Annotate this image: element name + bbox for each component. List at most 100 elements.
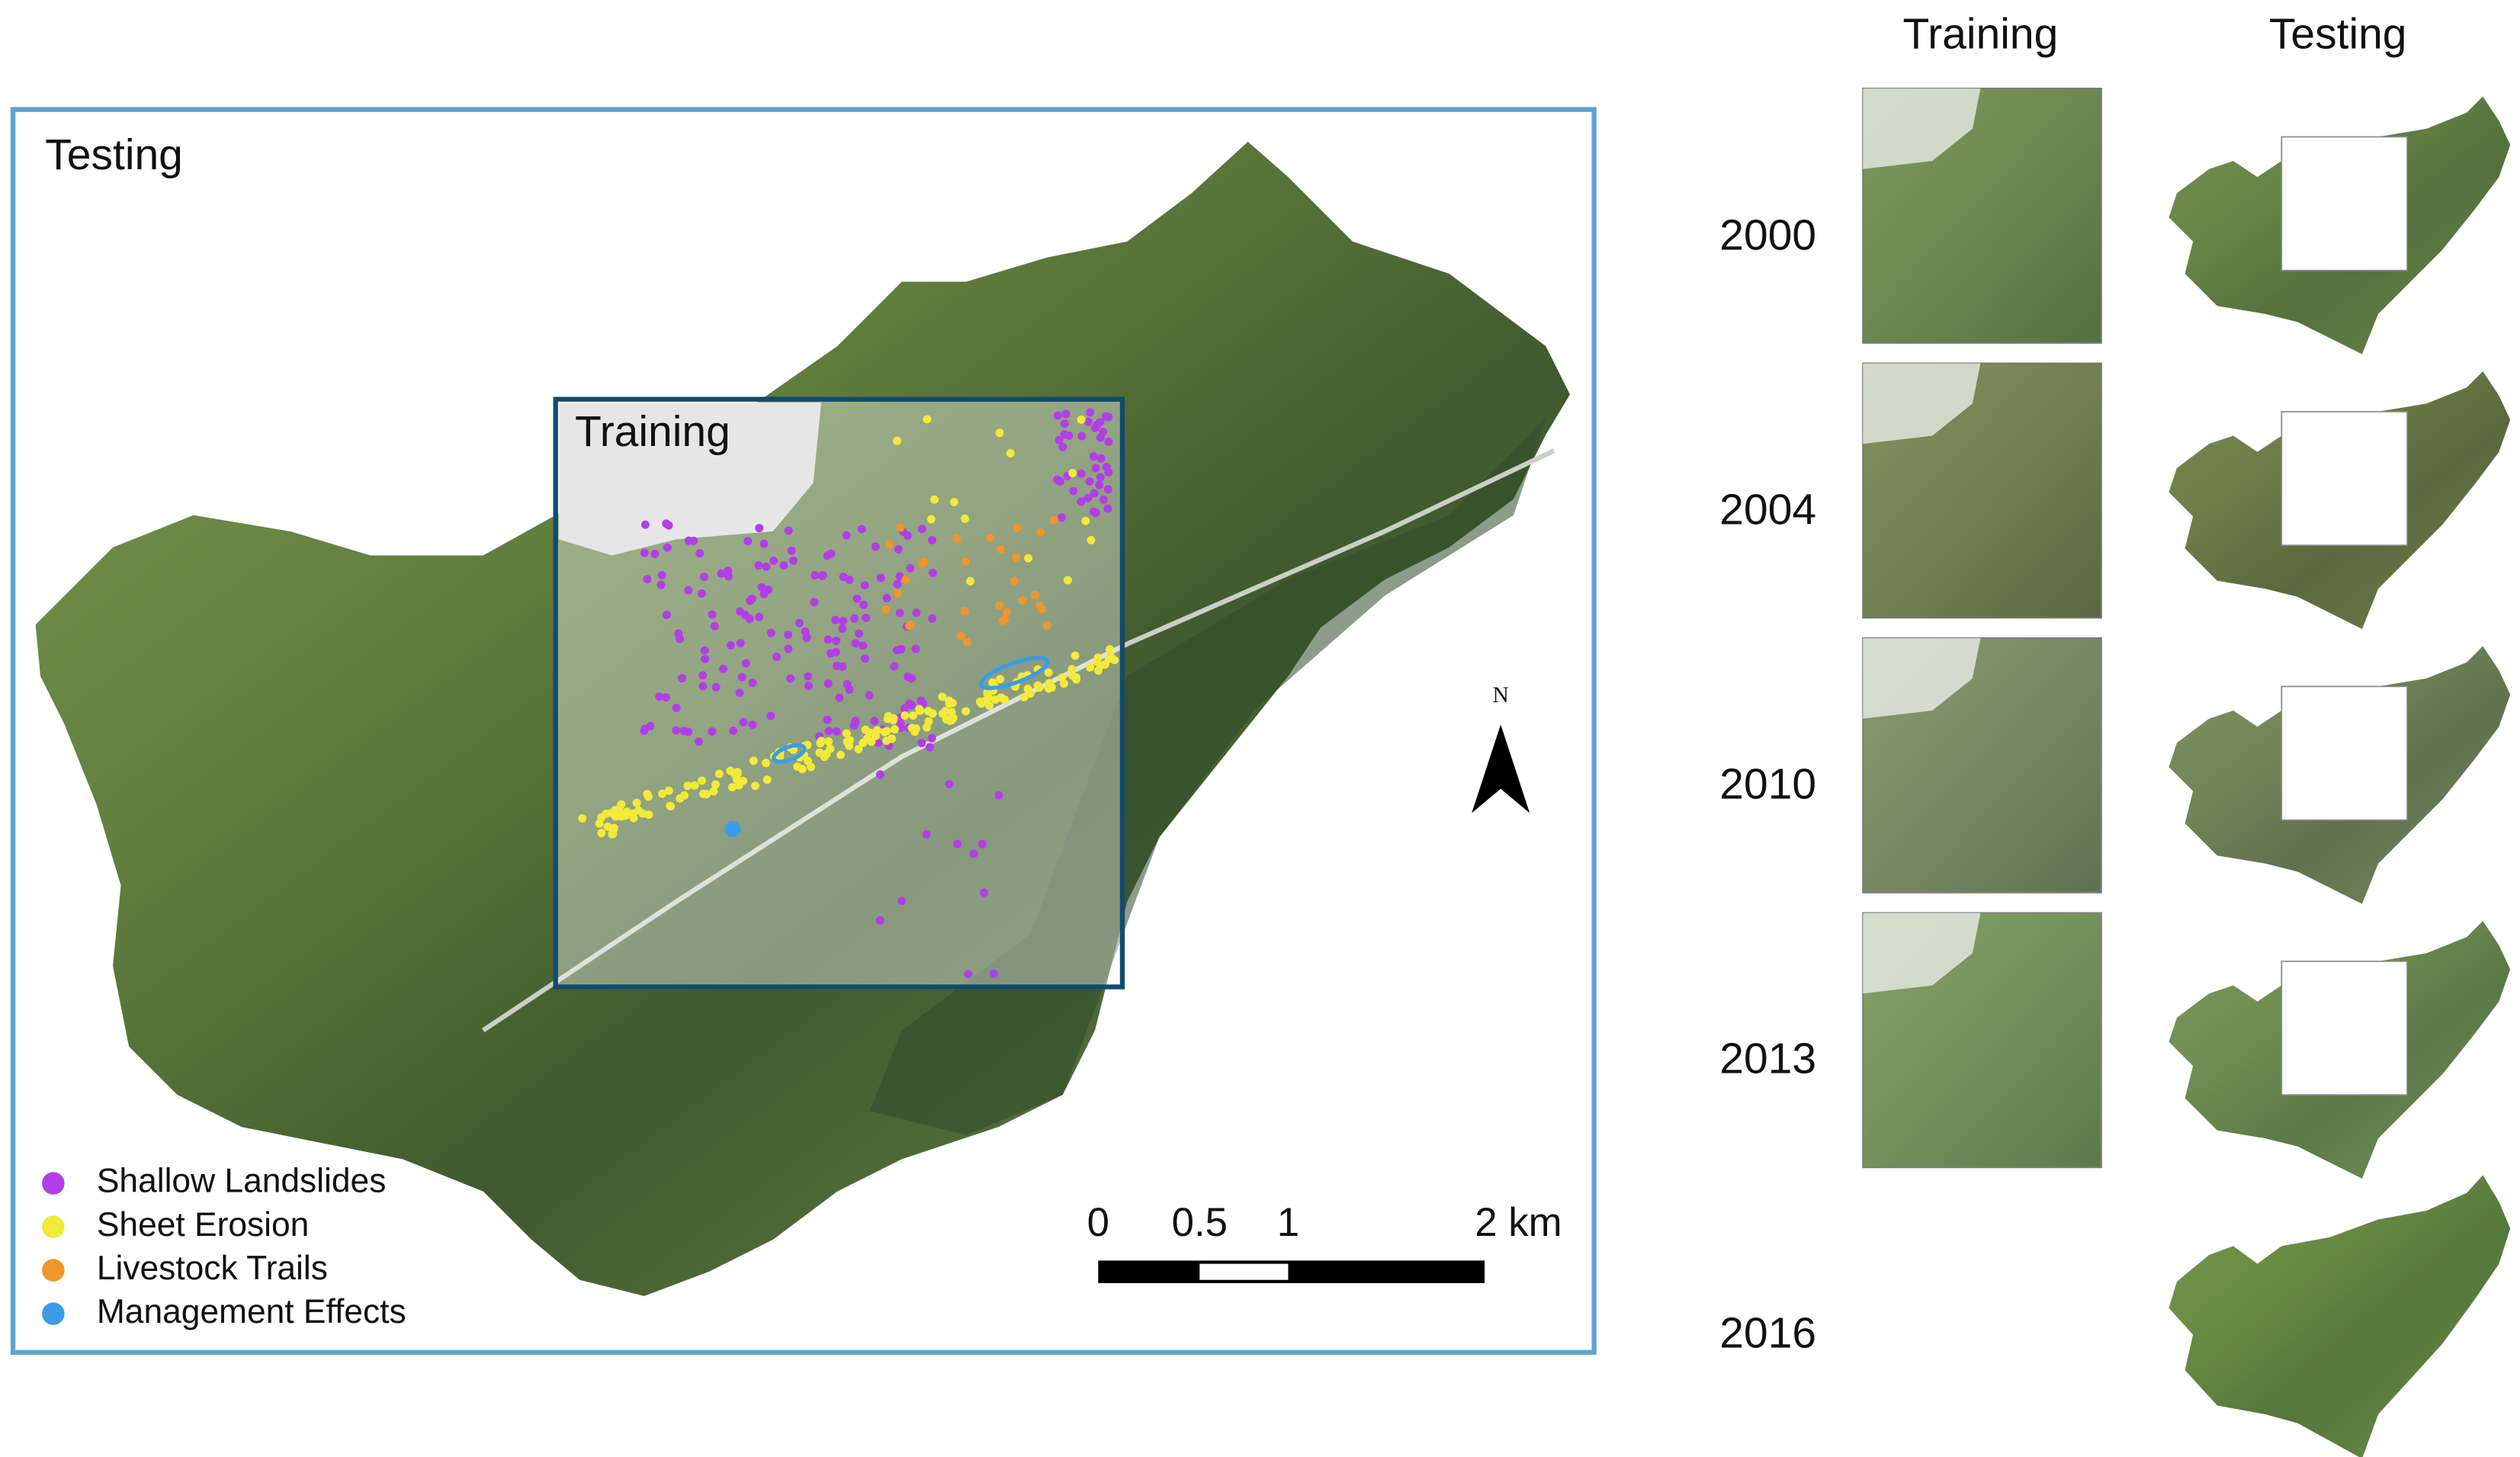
year-label: 2000 (1719, 211, 1816, 260)
inventory-point (1104, 437, 1113, 446)
inventory-point (920, 557, 929, 566)
inventory-point (997, 693, 1006, 702)
inventory-point (611, 805, 620, 814)
inventory-point (801, 627, 810, 636)
inventory-point (862, 613, 871, 622)
inventory-point (1096, 454, 1106, 463)
inventory-point (996, 544, 1005, 554)
inventory-point (1010, 576, 1019, 586)
inventory-point (894, 589, 903, 599)
inventory-point (978, 839, 987, 849)
inventory-point (892, 646, 901, 655)
inventory-point (1103, 504, 1112, 513)
inventory-point (980, 888, 989, 897)
inventory-point (909, 724, 918, 733)
valley-road (481, 448, 1555, 1033)
inventory-point (861, 725, 870, 734)
inventory-point (855, 629, 864, 638)
year-label: 2010 (1719, 760, 1816, 809)
inventory-point (733, 769, 742, 778)
inventory-point (1081, 516, 1090, 525)
inventory-point (1104, 654, 1113, 663)
inventory-point (728, 782, 737, 791)
inventory-point (683, 781, 692, 791)
inventory-point (956, 631, 965, 640)
inventory-point (942, 714, 952, 724)
inventory-point (832, 637, 841, 645)
testing-shape (2168, 1175, 2511, 1457)
inventory-point (926, 515, 936, 524)
inventory-point (857, 525, 866, 534)
inventory-point (896, 523, 905, 532)
testing-shape-tint (2168, 1175, 2511, 1457)
inventory-point (833, 661, 842, 670)
management-area (724, 820, 741, 838)
inventory-point (701, 654, 710, 663)
legend-label: Livestock Trails (97, 1250, 328, 1287)
testing-label: Testing (45, 130, 183, 179)
inventory-point (952, 839, 961, 849)
inventory-point (700, 573, 709, 582)
inventory-point (1077, 432, 1087, 441)
inventory-point (961, 707, 971, 716)
inventory-point (708, 727, 717, 736)
inventory-point (793, 762, 802, 771)
inventory-point (1093, 653, 1103, 663)
inventory-point (702, 790, 711, 799)
inventory-point (803, 756, 812, 765)
inventory-point (678, 674, 687, 683)
inventory-point (1047, 683, 1056, 692)
inventory-point (839, 573, 848, 582)
inventory-point (881, 605, 891, 614)
inventory-point (859, 600, 868, 609)
inventory-point (865, 691, 874, 700)
inventory-point (883, 714, 892, 724)
inventory-point (996, 675, 1005, 684)
inventory-point (597, 829, 606, 838)
inventory-point (906, 621, 915, 630)
terrain (35, 141, 1570, 1296)
inventory-point (1085, 477, 1094, 486)
inventory-point (684, 586, 693, 595)
inventory-point (873, 726, 882, 735)
inventory-point (640, 548, 649, 557)
inventory-point (984, 693, 994, 702)
inventory-point (860, 581, 869, 590)
inventory-point (766, 711, 775, 720)
inventory-point (787, 546, 796, 555)
inventory-point (749, 756, 758, 765)
inventory-point (664, 521, 673, 530)
column-header: Training (1903, 10, 2059, 59)
inventory-point (849, 614, 859, 623)
scale-labels: 0 0.5 1 2 km (1087, 1200, 1562, 1245)
inventory-point (1096, 660, 1105, 669)
inventory-point (711, 780, 720, 789)
scale-label: 0.5 (1172, 1200, 1228, 1245)
inventory-point (603, 822, 612, 831)
inventory-point (851, 639, 860, 648)
inventory-point (804, 672, 813, 681)
inventory-point (925, 743, 934, 752)
inventory-point (689, 536, 698, 545)
inventory-point (912, 608, 921, 618)
inventory-point (759, 539, 769, 548)
inventory-point (784, 526, 793, 535)
training-cutout (2281, 136, 2408, 271)
inventory-point (1012, 554, 1021, 563)
inventory-point (889, 714, 898, 723)
inventory-point (1086, 663, 1095, 672)
inventory-point (1077, 469, 1086, 478)
year-label: 2016 (1719, 1309, 1816, 1358)
inventory-point (897, 897, 907, 906)
inventory-point (632, 798, 641, 807)
inventory-point (900, 704, 909, 713)
inventory-point (1059, 679, 1068, 688)
inventory-point (710, 621, 719, 631)
inventory-point (835, 693, 844, 702)
inventory-point (938, 692, 947, 701)
inventory-point (960, 606, 969, 615)
inventory-point (661, 693, 670, 702)
inventory-point (1063, 576, 1072, 585)
year-label: 2004 (1719, 486, 1816, 534)
inventory-point (882, 594, 891, 602)
